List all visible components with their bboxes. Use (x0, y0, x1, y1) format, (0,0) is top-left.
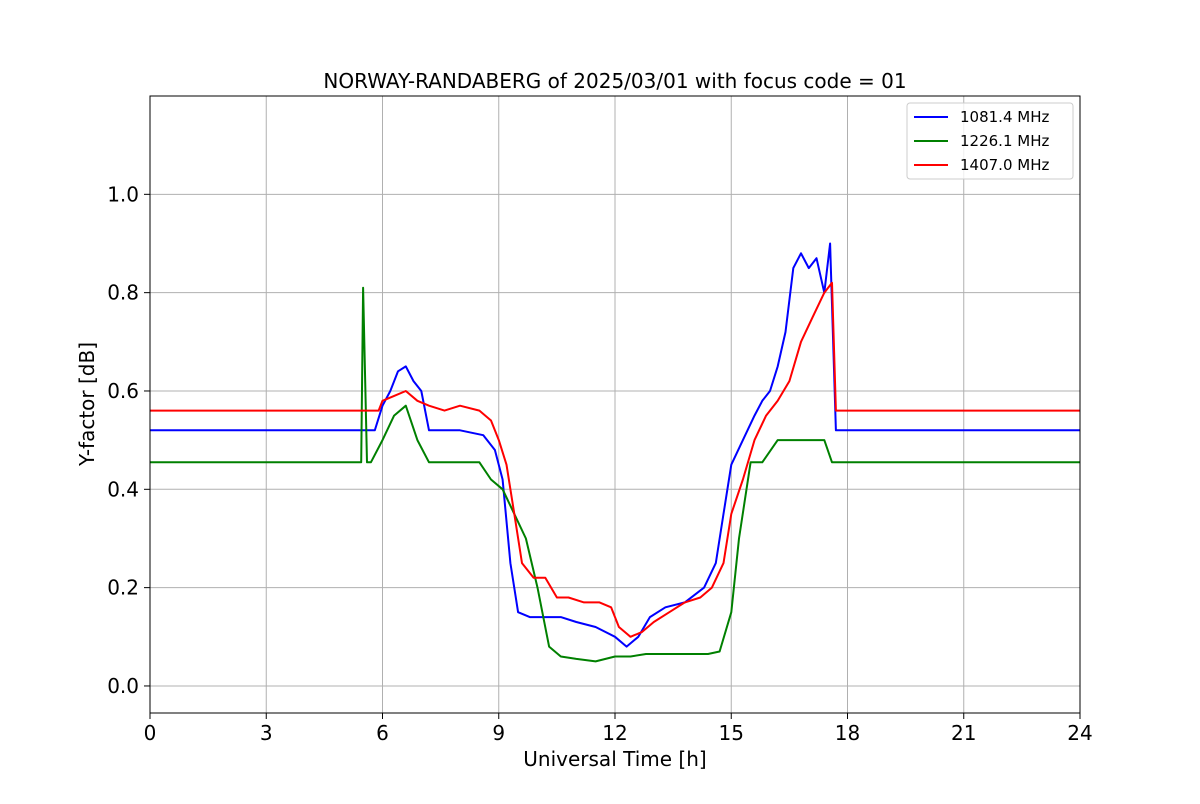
legend-box (906, 102, 1074, 180)
chart-title: NORWAY-RANDABERG of 2025/03/01 with focu… (323, 69, 906, 93)
y-tick-label: 0.8 (107, 281, 139, 305)
x-axis-ticks: 0 3 6 9 12 15 18 21 24 (144, 713, 1093, 745)
x-tick-label: 6 (376, 721, 389, 745)
x-tick-label: 24 (1067, 721, 1092, 745)
legend-label-3: 1407.0 MHz (960, 156, 1049, 174)
x-tick-label: 15 (719, 721, 744, 745)
y-tick-label: 0.4 (107, 477, 139, 501)
y-tick-label: 1.0 (107, 182, 139, 206)
legend-label-2: 1226.1 MHz (960, 132, 1049, 150)
x-tick-label: 18 (835, 721, 860, 745)
x-tick-label: 9 (492, 721, 505, 745)
legend-entries: 1081.4 MHz 1226.1 MHz 1407.0 MHz (914, 108, 1049, 174)
legend: 1081.4 MHz 1226.1 MHz 1407.0 MHz (906, 102, 1074, 180)
x-tick-label: 0 (144, 721, 157, 745)
legend-label-1: 1081.4 MHz (960, 108, 1049, 126)
y-tick-label: 0.6 (107, 379, 139, 403)
x-axis-label: Universal Time [h] (523, 747, 706, 771)
x-tick-label: 21 (951, 721, 976, 745)
y-tick-label: 0.2 (107, 576, 139, 600)
x-tick-label: 3 (260, 721, 273, 745)
y-tick-label: 0.0 (107, 674, 139, 698)
series-line-3 (150, 281, 1080, 638)
y-axis-ticks: 0.0 0.2 0.4 0.6 0.8 1.0 (107, 182, 150, 698)
data-series (150, 242, 1080, 663)
series-line-2 (150, 286, 1080, 663)
x-tick-label: 12 (602, 721, 627, 745)
series-line-1 (150, 242, 1080, 648)
y-axis-label: Y-factor [dB] (75, 342, 99, 467)
